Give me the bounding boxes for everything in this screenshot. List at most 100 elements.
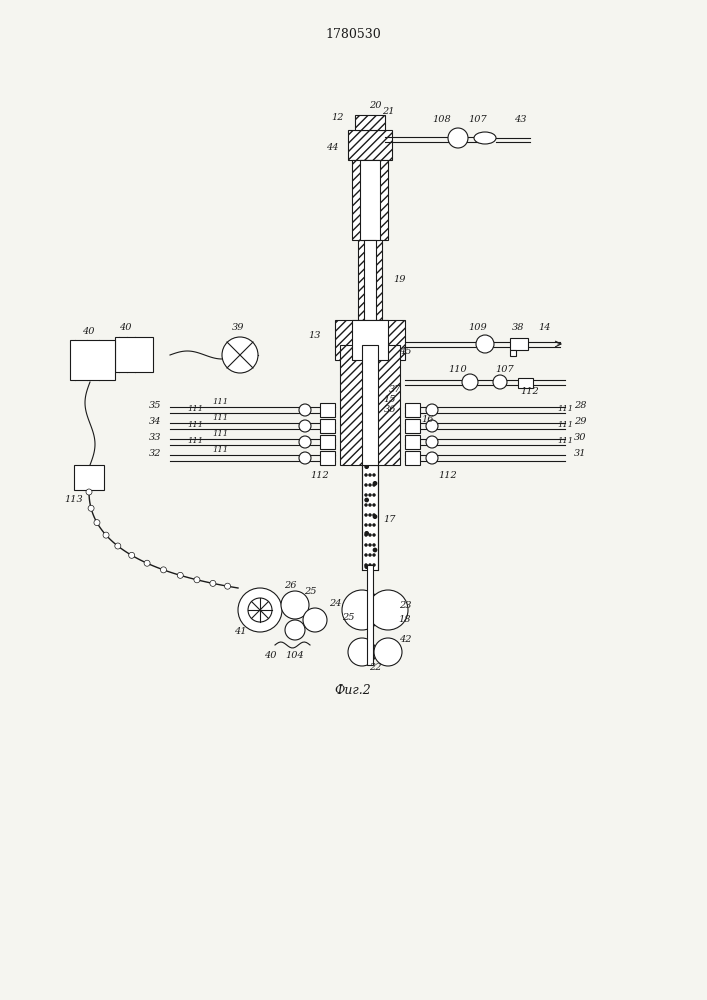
Circle shape <box>177 572 183 578</box>
Bar <box>355 115 385 130</box>
Text: 35: 35 <box>148 401 161 410</box>
Circle shape <box>144 560 150 566</box>
Text: 24: 24 <box>329 598 341 607</box>
Circle shape <box>365 484 368 487</box>
Text: 40: 40 <box>119 324 132 332</box>
Bar <box>352 160 388 240</box>
Text: 30: 30 <box>574 434 586 442</box>
Circle shape <box>493 375 507 389</box>
Text: 39: 39 <box>232 324 244 332</box>
Bar <box>510 338 528 350</box>
Bar <box>405 419 420 433</box>
Bar <box>358 240 382 320</box>
Circle shape <box>365 493 368 496</box>
Circle shape <box>426 404 438 416</box>
Circle shape <box>129 552 135 558</box>
Circle shape <box>368 474 371 477</box>
Circle shape <box>365 554 368 556</box>
Bar <box>518 378 533 388</box>
Text: II: II <box>321 451 325 457</box>
Circle shape <box>476 335 494 353</box>
Circle shape <box>448 128 468 148</box>
Circle shape <box>368 504 371 506</box>
Bar <box>405 403 420 417</box>
Circle shape <box>373 514 375 516</box>
Text: 41: 41 <box>234 628 246 637</box>
Circle shape <box>160 567 166 573</box>
Circle shape <box>86 489 92 495</box>
Text: 29: 29 <box>574 418 586 426</box>
Text: 113: 113 <box>64 495 83 504</box>
Circle shape <box>365 524 368 526</box>
Text: 25: 25 <box>304 587 316 596</box>
Text: 36: 36 <box>384 406 396 414</box>
Text: 45: 45 <box>399 348 411 357</box>
Circle shape <box>373 484 375 487</box>
Text: 111: 111 <box>187 437 203 445</box>
Bar <box>360 160 380 240</box>
Bar <box>335 320 405 360</box>
Bar <box>70 340 115 380</box>
Circle shape <box>373 493 375 496</box>
Circle shape <box>115 543 121 549</box>
Bar <box>115 337 153 372</box>
Bar <box>320 403 335 417</box>
Circle shape <box>210 580 216 586</box>
Text: 111: 111 <box>187 405 203 413</box>
Text: II: II <box>406 435 410 441</box>
Bar <box>74 465 104 490</box>
Circle shape <box>222 337 258 373</box>
Text: 31: 31 <box>574 450 586 458</box>
Text: 1780530: 1780530 <box>325 28 381 41</box>
Text: 44: 44 <box>326 142 338 151</box>
Circle shape <box>373 554 375 556</box>
Text: 26: 26 <box>284 582 296 590</box>
Text: 111: 111 <box>212 430 228 438</box>
Text: 18: 18 <box>399 615 411 624</box>
Text: II: II <box>321 435 325 441</box>
Circle shape <box>368 564 371 566</box>
Circle shape <box>368 554 371 556</box>
Text: 25: 25 <box>341 613 354 622</box>
Text: 22: 22 <box>369 664 381 672</box>
Text: 104: 104 <box>286 650 305 660</box>
Circle shape <box>194 577 200 583</box>
Circle shape <box>365 544 368 546</box>
Circle shape <box>462 374 478 390</box>
Text: 13: 13 <box>309 330 321 340</box>
Circle shape <box>368 493 371 496</box>
Circle shape <box>373 534 375 536</box>
Bar <box>320 451 335 465</box>
Circle shape <box>303 608 327 632</box>
Text: 111: 111 <box>212 398 228 406</box>
Text: 109: 109 <box>469 324 487 332</box>
Circle shape <box>373 474 375 477</box>
Circle shape <box>348 638 376 666</box>
Bar <box>362 465 378 570</box>
Text: 17: 17 <box>384 516 396 524</box>
Text: Фиг.2: Фиг.2 <box>334 684 371 696</box>
Text: 43: 43 <box>514 115 526 124</box>
Text: 111: 111 <box>557 421 573 429</box>
Bar <box>352 320 388 360</box>
Circle shape <box>299 436 311 448</box>
Circle shape <box>426 436 438 448</box>
Text: 110: 110 <box>449 365 467 374</box>
Bar <box>340 345 400 465</box>
Text: 34: 34 <box>148 418 161 426</box>
Circle shape <box>299 404 311 416</box>
Text: 21: 21 <box>382 107 395 116</box>
Text: 108: 108 <box>433 115 451 124</box>
Text: 33: 33 <box>148 434 161 442</box>
Text: II: II <box>321 403 325 409</box>
Circle shape <box>342 590 382 630</box>
Circle shape <box>238 588 282 632</box>
Text: 111: 111 <box>212 446 228 454</box>
Circle shape <box>248 598 272 622</box>
Bar <box>405 451 420 465</box>
Text: 23: 23 <box>399 600 411 609</box>
Circle shape <box>368 590 408 630</box>
Bar <box>320 435 335 449</box>
Text: 14: 14 <box>539 324 551 332</box>
Circle shape <box>365 514 368 516</box>
